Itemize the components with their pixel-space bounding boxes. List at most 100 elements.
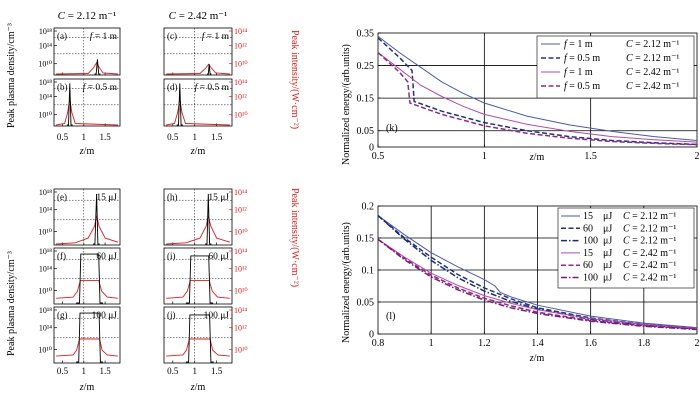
xtick-label: 1 bbox=[192, 132, 197, 142]
panel-b: 10¹⁸ 10¹⁴ 10¹⁰ (b) f = 0.5 m bbox=[38, 78, 121, 127]
series-line bbox=[377, 52, 698, 143]
panel-annotation: 100 μJ bbox=[92, 311, 118, 321]
intensity-curve bbox=[56, 61, 118, 75]
ylabel-left: Peak plasma density/cm⁻³ bbox=[6, 23, 17, 128]
ytick-right-label: 10¹² bbox=[234, 41, 247, 50]
legend-label: C = 2.12 m⁻¹ bbox=[626, 39, 679, 50]
legend-label: C = 2.12 m⁻¹ bbox=[623, 236, 676, 247]
intensity-curve bbox=[56, 338, 118, 357]
panel-i: 10¹⁴ 10¹² 10¹⁰ (i) 60 μJ bbox=[163, 247, 248, 305]
legend-label: 60 bbox=[583, 260, 593, 271]
ytick-left-label: 10¹⁰ bbox=[38, 60, 52, 69]
column-title: C = 2.12 m⁻¹ bbox=[58, 10, 117, 22]
legend-label: f = 0.5 m bbox=[564, 53, 600, 64]
ytick-left-label: 10¹⁸ bbox=[39, 247, 52, 256]
xtick-label: 1.6 bbox=[584, 338, 597, 349]
intensity-curve bbox=[166, 280, 230, 299]
panel-label: (g) bbox=[57, 310, 68, 320]
xtick-label: 2 bbox=[695, 151, 700, 162]
legend-label: f = 1 m bbox=[564, 67, 593, 78]
panel-label: (f) bbox=[57, 251, 66, 261]
density-curve bbox=[93, 193, 100, 245]
xtick-label: 1.5 bbox=[99, 366, 111, 376]
xtick-label: 0.5 bbox=[372, 151, 385, 162]
ytick-right-label: 10¹⁴ bbox=[234, 247, 247, 256]
ytick-label: 0.05 bbox=[357, 298, 375, 309]
panel-frame bbox=[53, 188, 121, 246]
ytick-left-label: 10¹⁰ bbox=[38, 228, 52, 237]
xlabel: z/m bbox=[529, 152, 545, 163]
panel-label: (i) bbox=[167, 251, 176, 261]
xtick-label: 1 bbox=[82, 132, 87, 142]
legend-box bbox=[557, 207, 695, 289]
column-title: C = 2.42 m⁻¹ bbox=[169, 10, 228, 22]
panel-label: (e) bbox=[57, 192, 67, 202]
ytick-label: 0.1 bbox=[362, 266, 375, 277]
ytick-label: 0.05 bbox=[357, 126, 375, 137]
legend-label: 100 bbox=[583, 273, 598, 284]
series-line bbox=[377, 215, 698, 329]
panel-frame bbox=[53, 247, 121, 305]
panel-annotation: 100 μJ bbox=[204, 311, 230, 321]
ytick-left-label: 10¹⁴ bbox=[39, 265, 52, 274]
panel-label: (d) bbox=[167, 82, 178, 92]
xtick-label: 0.5 bbox=[57, 366, 69, 376]
ytick-label: 0.25 bbox=[357, 61, 375, 72]
ytick-left-label: 10¹⁰ bbox=[38, 346, 52, 355]
ytick-right-label: 10¹⁰ bbox=[234, 111, 248, 120]
ytick-left-label: 10¹⁴ bbox=[39, 324, 52, 333]
panel-frame bbox=[53, 78, 121, 127]
ytick-left-label: 10¹⁴ bbox=[39, 41, 52, 50]
panel-label: (a) bbox=[57, 31, 67, 41]
xtick-label: 1 bbox=[429, 338, 434, 349]
ytick-left-label: 10¹⁸ bbox=[39, 27, 52, 36]
legend-label: C = 2.12 m⁻¹ bbox=[626, 53, 679, 64]
xtick-label: 1 bbox=[482, 151, 487, 162]
ytick-right-label: 10¹⁰ bbox=[234, 346, 248, 355]
legend-label: C = 2.42 m⁻¹ bbox=[626, 81, 679, 92]
ytick-left-label: 10¹⁸ bbox=[39, 188, 52, 197]
ytick-left-label: 10¹⁴ bbox=[39, 206, 52, 215]
panel-h: 10¹⁴ 10¹² 10¹⁰ (h) 15 μJ bbox=[163, 188, 248, 246]
panel-frame bbox=[163, 78, 233, 127]
legend-label: C = 2.42 m⁻¹ bbox=[623, 273, 676, 284]
panel-annotation: f = 1 m bbox=[202, 31, 230, 42]
plot-frame bbox=[377, 32, 698, 148]
xtick-label: 1.2 bbox=[478, 338, 491, 349]
xtick-label: 1 bbox=[192, 366, 197, 376]
ytick-label: 0 bbox=[369, 330, 374, 341]
panel-annotation: 60 μJ bbox=[96, 252, 117, 262]
legend-box bbox=[536, 35, 695, 99]
ytick-right-label: 10¹⁴ bbox=[234, 27, 247, 36]
ytick-right-label: 10¹² bbox=[234, 92, 247, 101]
series-line bbox=[377, 51, 698, 146]
intensity-curve bbox=[56, 99, 118, 126]
legend-label: 15 bbox=[583, 248, 593, 259]
ytick-label: 0.35 bbox=[357, 29, 375, 40]
panel-label: (c) bbox=[167, 31, 177, 41]
legend-label: C = 2.42 m⁻¹ bbox=[626, 67, 679, 78]
legend-label: C = 2.12 m⁻¹ bbox=[623, 223, 676, 234]
panel-k: 0.5 1 1.5 2 0 0.05 0.15 0.25 0.35 (k) f = 1 m C = 2… bbox=[357, 29, 700, 163]
panel-frame bbox=[53, 306, 121, 364]
xlabel: z/m bbox=[190, 382, 206, 393]
density-curve bbox=[76, 253, 103, 304]
panel-e: 10¹⁸ 10¹⁴ 10¹⁰ (e) 15 μJ bbox=[38, 188, 121, 246]
intensity-curve bbox=[166, 99, 230, 126]
panel-annotation: 15 μJ bbox=[96, 193, 117, 203]
ytick-right-label: 10¹² bbox=[234, 324, 247, 333]
xtick-label: 1.5 bbox=[99, 132, 111, 142]
panel-frame bbox=[163, 188, 233, 246]
xlabel: z/m bbox=[190, 146, 206, 157]
ylabel-right: Peak intensity/(W·cm⁻²) bbox=[289, 188, 300, 287]
series-line bbox=[377, 35, 698, 141]
legend-label: f = 0.5 m bbox=[564, 81, 600, 92]
ytick-right-label: 10¹⁴ bbox=[234, 306, 247, 315]
legend-label: C = 2.42 m⁻¹ bbox=[623, 248, 676, 259]
density-curve bbox=[76, 312, 103, 363]
ytick-left-label: 10¹⁰ bbox=[38, 287, 52, 296]
panel-annotation: f = 0.5 m bbox=[83, 82, 118, 93]
xtick-label: 0.5 bbox=[167, 366, 179, 376]
intensity-curve bbox=[166, 63, 230, 75]
density-curve bbox=[185, 255, 214, 304]
